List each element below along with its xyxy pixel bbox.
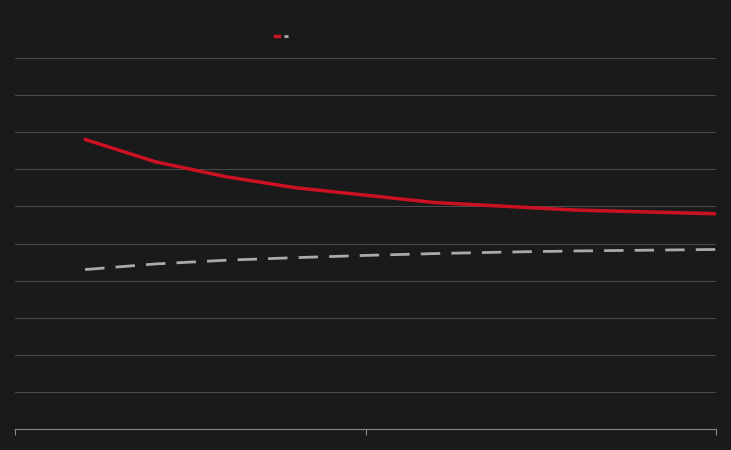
Legend: , : ,: [275, 36, 289, 37]
